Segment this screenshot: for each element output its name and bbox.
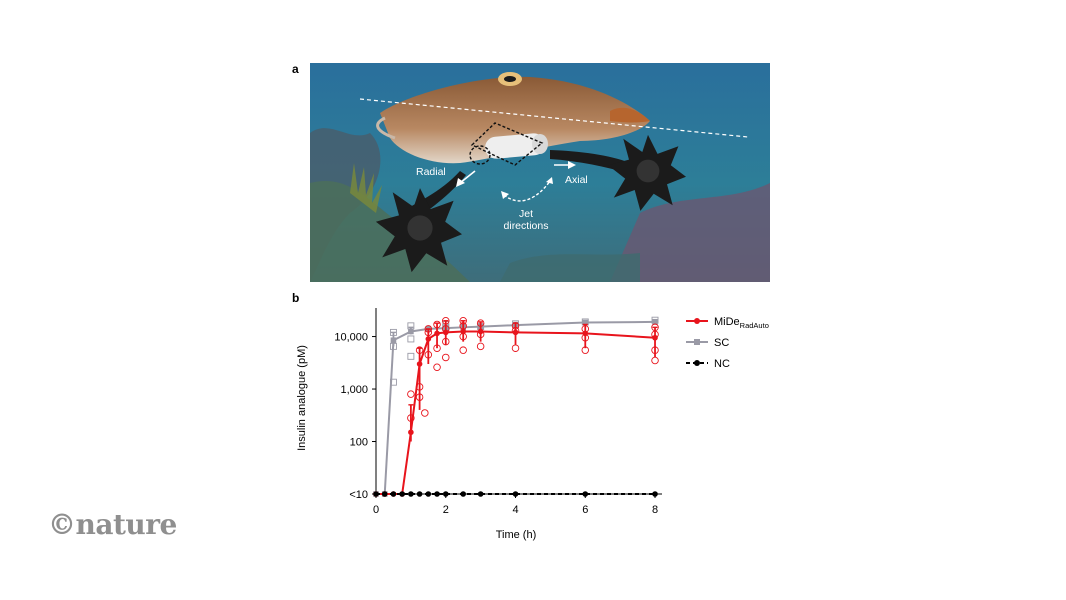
x-axis-label: Time (h) [496,529,537,541]
data-point [651,356,659,365]
radial-label: Radial [416,166,446,178]
series-nc [373,491,658,497]
data-point [476,342,485,351]
insulin-chart: 0 2 4 6 8 <10 100 1,000 10,000 Insulin analogue … [296,308,769,541]
mean-marker [408,429,414,436]
data-point [442,353,450,362]
legend-marker [694,318,700,324]
mean-marker [408,491,414,497]
legend-marker [694,339,700,345]
mean-marker [416,361,423,367]
legend-label-text: NC [714,358,730,370]
mean-marker [652,334,658,341]
data-point [407,390,415,398]
y-tick-label: <10 [349,489,368,501]
data-point [433,363,441,372]
legend-label-text: SC [714,337,729,349]
mean-marker [512,329,519,336]
mean-marker [582,491,589,497]
mean-marker [512,491,519,497]
mean-marker [373,491,379,497]
y-tick-label: 100 [350,437,368,449]
y-tick-label: 10,000 [334,332,368,344]
chart-axes: 0 2 4 6 8 <10 100 1,000 10,000 [334,308,662,516]
mean-marker [582,330,589,337]
axial-label: Axial [565,174,588,186]
mean-marker [399,491,405,497]
jet-label-line2: directions [504,220,549,232]
legend-marker [694,360,700,366]
x-tick-label: 2 [443,504,449,516]
mean-marker [477,328,484,335]
mean-marker [390,491,397,497]
cuttlefish-photo: Radial Axial Jet directions [310,63,770,282]
mean-marker [442,329,449,336]
data-point [459,346,467,354]
mean-marker [390,337,397,344]
data-point [421,409,429,417]
panel-a-label: a [292,62,299,76]
mean-marker [582,319,589,326]
mean-marker [652,319,658,325]
series-line [376,330,656,495]
panel-b-label: b [292,291,300,305]
legend-label: NC [714,358,730,370]
y-tick-label: 1,000 [340,384,368,396]
x-tick-label: 8 [652,504,658,516]
chart-marks [373,316,659,497]
mean-marker [425,336,432,342]
x-tick-label: 6 [582,504,588,516]
mean-marker [416,491,423,497]
data-point [511,344,520,352]
mean-marker [442,491,449,497]
x-tick-label: 4 [512,504,518,516]
mean-marker [652,491,658,497]
mean-marker [434,491,440,497]
legend-label: SC [714,337,729,349]
data-point [407,335,415,343]
x-tick-label: 0 [373,504,379,516]
data-point [407,352,415,360]
mean-marker [434,330,440,337]
mean-marker [381,491,388,497]
nature-logo: ©nature [48,508,177,541]
mean-marker [477,491,484,497]
mean-marker [408,328,414,335]
legend-label-text: MiDe [714,316,740,328]
mean-marker [460,328,466,335]
legend-label-subscript: RadAuto [740,321,769,330]
y-axis-label: Insulin analogue (pM) [296,345,308,451]
jet-label-line1: Jet [519,208,533,220]
series-mide [373,317,659,497]
legend: MiDeRadAuto SC NC [686,316,769,370]
mean-marker [460,491,466,497]
legend-label: MiDeRadAuto [714,316,769,330]
mean-marker [425,491,432,497]
